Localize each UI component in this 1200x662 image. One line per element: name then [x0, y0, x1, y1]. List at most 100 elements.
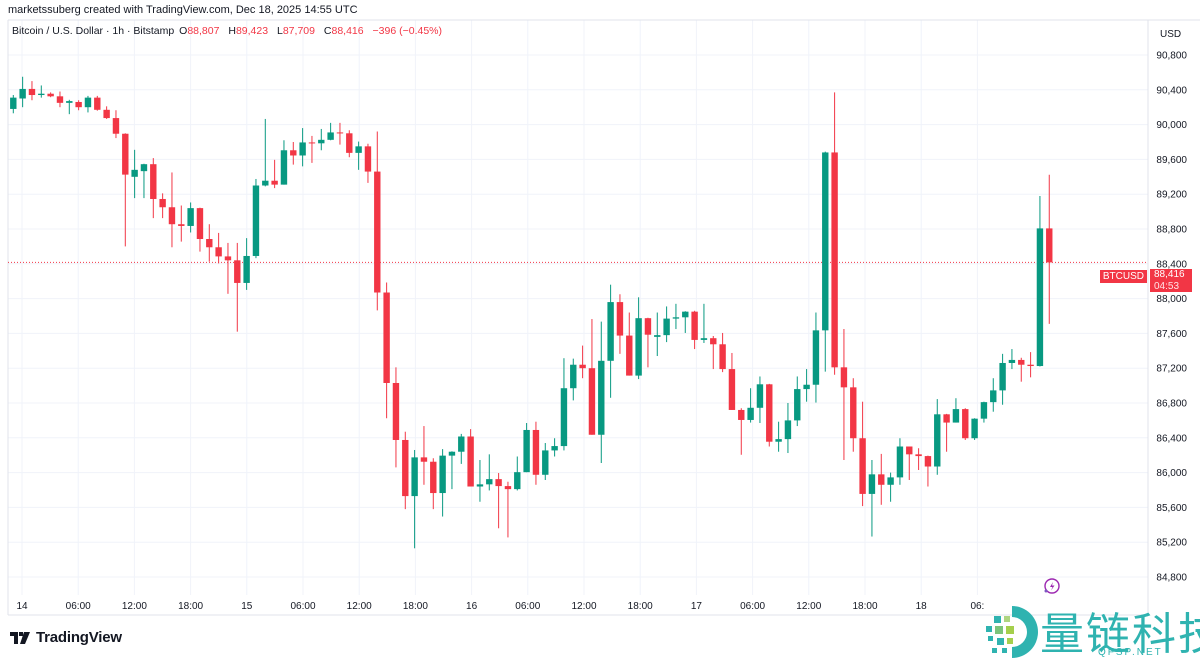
candle-body: [840, 367, 848, 388]
candle-down: [962, 408, 969, 440]
candle-body: [766, 384, 773, 442]
candle-up: [280, 140, 288, 185]
candle-down: [495, 473, 502, 529]
currency-label: USD: [1160, 29, 1181, 40]
price-axis[interactable]: 84,800 85,200 85,600 86,000 86,400 86,800 87,2…: [1156, 51, 1187, 584]
candle-body: [28, 88, 36, 96]
candle-up: [514, 456, 521, 491]
symbol-legend: Bitcoin / U.S. Dollar · 1h · Bitstamp O8…: [12, 25, 448, 37]
candle-body: [122, 133, 129, 175]
candle-body: [560, 388, 568, 447]
candle-body: [131, 169, 138, 177]
candle-body: [542, 450, 549, 475]
bar-countdown: 04:53: [1154, 280, 1180, 292]
candle-body: [234, 260, 241, 283]
lightning-circle-icon[interactable]: [1044, 578, 1060, 594]
last-price-badge: 88,416 04:53: [1150, 269, 1192, 292]
open-value: 88,807: [187, 25, 220, 37]
candle-up: [952, 398, 960, 423]
candle-down: [150, 158, 157, 219]
high-value: 89,423: [235, 25, 269, 37]
candle-up: [10, 95, 17, 114]
symbol-description[interactable]: Bitcoin / U.S. Dollar · 1h · Bitstamp: [12, 25, 175, 37]
candle-body: [47, 93, 54, 97]
candle-body: [252, 185, 260, 256]
candle-body: [728, 369, 736, 410]
time-tick-label: 12:00: [122, 601, 147, 612]
candle-up: [542, 443, 549, 480]
candle-body: [150, 164, 157, 199]
candle-body: [915, 454, 922, 457]
candle-down: [215, 232, 222, 264]
time-axis[interactable]: 14 06:00 12:00 18:00 15 06:00 12:00 18:00 16 06:0…: [16, 601, 984, 612]
candle-body: [672, 317, 680, 319]
candle-down: [224, 242, 232, 294]
candle-down: [878, 453, 885, 505]
time-tick-label: 06:00: [66, 601, 91, 612]
candle-body: [38, 93, 45, 96]
candle-body: [486, 479, 493, 485]
candle-up: [448, 451, 456, 490]
symbol-badge: BTCUSD: [1099, 270, 1147, 283]
candle-down: [336, 122, 344, 145]
candle-body: [1018, 359, 1025, 365]
candle-body: [439, 455, 446, 494]
candle-body: [943, 414, 950, 423]
candle-body: [775, 439, 782, 442]
candle-up: [934, 399, 941, 475]
watermark-logo: 量链科技 QFSP.NET: [978, 600, 1200, 662]
candle-body: [215, 247, 222, 257]
candle-body: [392, 382, 400, 440]
candle-body: [402, 439, 409, 497]
candle-body: [756, 384, 764, 408]
candle-body: [514, 472, 521, 490]
candle-body: [700, 338, 708, 340]
candle-body: [654, 335, 661, 337]
candle-body: [663, 318, 670, 336]
candle-up: [990, 378, 997, 412]
candle-body: [280, 150, 288, 185]
candle-body: [887, 477, 894, 485]
candle-down: [588, 319, 596, 435]
candle-body: [1046, 228, 1053, 263]
candle-body: [588, 368, 596, 435]
candle-body: [346, 133, 353, 153]
candle-body: [94, 97, 101, 110]
candle-up: [812, 312, 820, 403]
candle-down: [859, 401, 866, 507]
candle-down: [616, 294, 624, 354]
candle-up: [1036, 195, 1044, 367]
candle-down: [766, 383, 773, 447]
candle-up: [38, 85, 45, 98]
time-tick-label: 06:00: [740, 601, 765, 612]
candle-down: [122, 133, 129, 247]
candle-down: [915, 448, 922, 470]
candle-body: [308, 142, 316, 144]
tradingview-logo[interactable]: TradingView: [10, 629, 122, 646]
time-tick-label: 18:00: [403, 601, 428, 612]
candle-down: [112, 110, 120, 139]
candle-body: [327, 132, 334, 140]
candle-body: [495, 479, 502, 487]
grid: [8, 20, 1148, 595]
candle-body: [318, 139, 325, 144]
time-tick-label: 16: [466, 601, 478, 612]
candle-body: [504, 486, 512, 490]
candle-up: [887, 472, 894, 502]
candle-down: [402, 431, 409, 510]
candle-body: [430, 461, 437, 494]
candle-down: [103, 106, 110, 119]
candle-down: [924, 455, 932, 487]
candles: [10, 76, 1053, 549]
candle-up: [476, 459, 484, 502]
watermark-mark-icon: [986, 606, 1038, 658]
candle-up: [355, 141, 362, 170]
candle-up: [560, 358, 568, 451]
price-tick-label: 85,200: [1156, 538, 1187, 549]
price-tick-label: 89,200: [1156, 190, 1187, 201]
candle-up: [411, 449, 418, 549]
candle-body: [112, 118, 120, 134]
candle-down: [728, 352, 736, 410]
candle-body: [691, 311, 698, 340]
